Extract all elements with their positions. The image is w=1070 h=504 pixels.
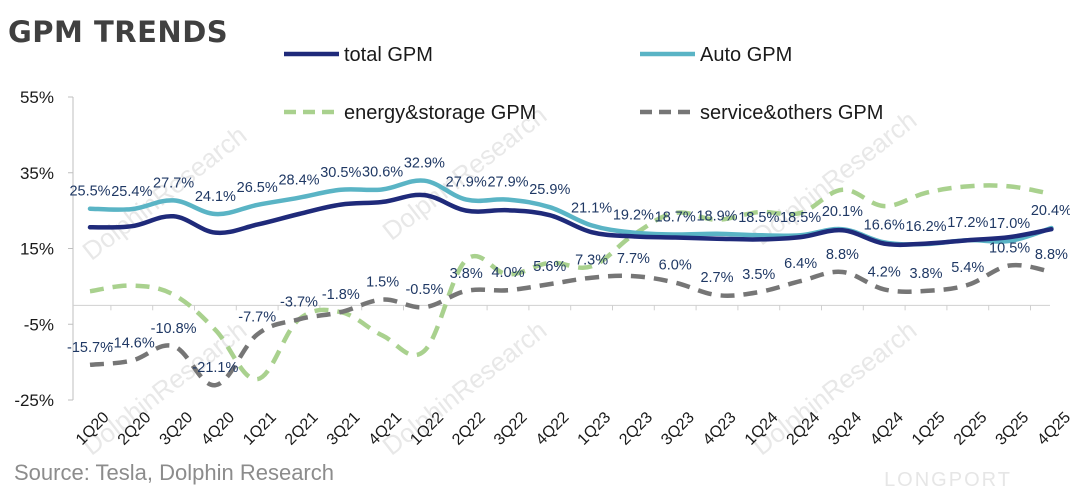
data-label-auto-gpm: 20.1% [822, 204, 863, 220]
data-label-auto-gpm: 17.2% [947, 215, 988, 231]
data-label-auto-gpm: 20.4% [1031, 203, 1070, 219]
data-label-service-others-gpm: -3.7% [280, 294, 318, 310]
legend: total GPM Auto GPM energy&storage GPM servi… [284, 44, 883, 124]
x-tick-label: 1Q21 [240, 409, 280, 449]
x-tick-label: 4Q22 [533, 409, 573, 449]
series-line-energy-storage-gpm [89, 183, 1052, 382]
x-tick-label: 3Q20 [157, 409, 197, 449]
axes: 55% 35% 15% -5% -25% [14, 88, 1050, 410]
data-label-service-others-gpm: 2.7% [700, 270, 733, 286]
data-label-service-others-gpm: 5.4% [951, 260, 984, 276]
x-tick-label: 3Q25 [993, 409, 1033, 449]
data-label-auto-gpm: 27.9% [487, 175, 528, 191]
data-label-service-others-gpm: 8.8% [1035, 247, 1068, 263]
x-tick-label: 4Q25 [1034, 409, 1070, 449]
data-label-service-others-gpm: 3.8% [450, 266, 483, 282]
data-label-service-others-gpm: 7.3% [575, 253, 608, 269]
data-label-auto-gpm: 18.7% [655, 209, 696, 225]
data-label-auto-gpm: 30.6% [362, 164, 403, 180]
series-line-service-others-gpm [89, 262, 1052, 388]
data-label-service-others-gpm: 6.4% [784, 256, 817, 272]
data-label-auto-gpm: 18.5% [738, 210, 779, 226]
data-label-auto-gpm: 32.9% [404, 156, 445, 172]
y-tick-label: -5% [24, 315, 54, 334]
x-tick-label: 4Q24 [867, 409, 907, 449]
data-label-auto-gpm: 25.9% [529, 182, 570, 198]
x-tick-label: 2Q23 [616, 409, 656, 449]
data-label-auto-gpm: 25.5% [69, 184, 110, 200]
data-label-auto-gpm: 18.5% [780, 210, 821, 226]
data-label-auto-gpm: 17.0% [989, 216, 1030, 232]
data-label-service-others-gpm: 6.0% [659, 258, 692, 274]
source-note: Source: Tesla, Dolphin Research [14, 460, 334, 485]
x-tick-label: 1Q25 [909, 409, 949, 449]
data-label-service-others-gpm: 1.5% [366, 275, 399, 291]
y-tick-label: 55% [20, 88, 54, 107]
data-label-auto-gpm: 25.4% [111, 184, 152, 200]
data-label-auto-gpm: 19.2% [613, 208, 654, 224]
legend-label-energy-storage-gpm: energy&storage GPM [344, 102, 536, 124]
data-label-auto-gpm: 18.9% [696, 209, 737, 225]
data-label-auto-gpm: 21.1% [571, 200, 612, 216]
legend-label-auto-gpm: Auto GPM [700, 44, 792, 66]
data-label-service-others-gpm: 3.8% [909, 266, 942, 282]
data-label-service-others-gpm: -0.5% [405, 282, 443, 298]
data-label-service-others-gpm: 7.7% [617, 251, 650, 267]
data-label-service-others-gpm: -14.6% [109, 336, 155, 352]
series-line-total-gpm [87, 192, 1054, 248]
x-tick-label: 2Q25 [951, 409, 991, 449]
data-labels: 25.5% 25.4%27.7%24.1%26.5% 28.4% 30.5% 30.6%… [67, 156, 1070, 377]
data-label-service-others-gpm: -21.1% [192, 360, 238, 376]
x-tick-label: 3Q21 [324, 409, 364, 449]
x-tick-label: 2Q21 [282, 409, 322, 449]
legend-label-total-gpm: total GPM [344, 44, 433, 66]
x-tick-label: 2Q22 [449, 409, 489, 449]
data-label-auto-gpm: 24.1% [195, 189, 236, 205]
y-tick-label: -25% [14, 391, 54, 410]
x-axis-ticks: 1Q20 2Q20 3Q20 4Q20 1Q21 2Q21 3Q21 4Q21 1Q22 2Q22… [73, 409, 1070, 449]
x-tick-label: 3Q23 [658, 409, 698, 449]
data-label-service-others-gpm: -15.7% [67, 340, 113, 356]
data-label-auto-gpm: 16.6% [864, 217, 905, 233]
data-label-auto-gpm: 27.7% [153, 175, 194, 191]
x-tick-label: 3Q24 [825, 409, 865, 449]
data-label-auto-gpm: 28.4% [278, 173, 319, 189]
data-label-auto-gpm: 30.5% [320, 165, 361, 181]
y-tick-label: 35% [20, 164, 54, 183]
data-label-service-others-gpm: 4.0% [491, 265, 524, 281]
legend-label-service-others-gpm: service&others GPM [700, 102, 883, 124]
x-tick-label: 4Q23 [700, 409, 740, 449]
data-label-service-others-gpm: 8.8% [826, 247, 859, 263]
y-tick-label: 15% [20, 240, 54, 259]
data-label-service-others-gpm: 10.5% [989, 241, 1030, 257]
data-label-service-others-gpm: 4.2% [868, 264, 901, 280]
x-tick-label: 1Q23 [575, 409, 615, 449]
chart-title: GPM TRENDS [8, 15, 228, 49]
series-lines [87, 178, 1054, 388]
data-label-service-others-gpm: -7.7% [238, 309, 276, 325]
x-tick-label: 3Q22 [491, 409, 531, 449]
data-label-auto-gpm: 27.9% [446, 175, 487, 191]
data-label-service-others-gpm: -10.8% [151, 321, 197, 337]
brand-watermark: LONGPORT [884, 469, 1012, 491]
data-label-service-others-gpm: -1.8% [322, 287, 360, 303]
data-label-service-others-gpm: 3.5% [742, 267, 775, 283]
x-tick-label: 4Q20 [198, 409, 238, 449]
data-label-auto-gpm: 26.5% [237, 180, 278, 196]
data-label-service-others-gpm: 5.6% [533, 259, 566, 275]
data-label-auto-gpm: 16.2% [905, 219, 946, 235]
